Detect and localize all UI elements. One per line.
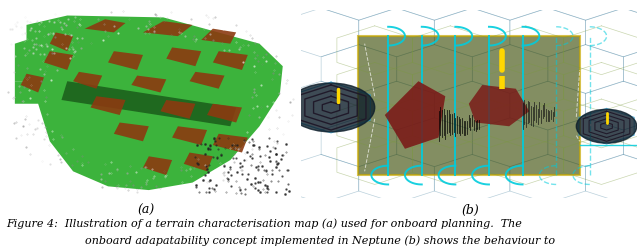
Circle shape: [287, 83, 375, 132]
Polygon shape: [20, 74, 44, 92]
Polygon shape: [207, 104, 242, 123]
Polygon shape: [84, 19, 125, 32]
Polygon shape: [131, 76, 166, 92]
Polygon shape: [161, 100, 195, 119]
Polygon shape: [385, 81, 445, 149]
Polygon shape: [91, 96, 125, 115]
Polygon shape: [201, 29, 236, 44]
Text: Figure 4:  Illustration of a terrain characterisation map (a) used for onboard p: Figure 4: Illustration of a terrain char…: [6, 219, 522, 229]
Text: (a): (a): [138, 204, 154, 217]
Circle shape: [576, 109, 637, 143]
Polygon shape: [61, 81, 236, 126]
Bar: [358, 36, 580, 175]
Polygon shape: [468, 85, 529, 126]
Polygon shape: [15, 34, 61, 81]
Polygon shape: [213, 134, 248, 153]
Polygon shape: [44, 51, 73, 70]
Polygon shape: [15, 16, 283, 190]
Polygon shape: [73, 72, 102, 89]
Polygon shape: [114, 123, 149, 141]
Polygon shape: [108, 51, 143, 70]
Polygon shape: [166, 47, 201, 66]
Polygon shape: [213, 51, 248, 70]
Text: onboard adapatability concept implemented in Neptune (b) shows the behaviour to: onboard adapatability concept implemente…: [85, 236, 555, 247]
Polygon shape: [143, 156, 172, 175]
Text: (b): (b): [461, 204, 479, 217]
Polygon shape: [172, 126, 207, 145]
Polygon shape: [143, 21, 193, 36]
Polygon shape: [184, 153, 213, 171]
Polygon shape: [189, 72, 225, 89]
Polygon shape: [50, 32, 73, 51]
